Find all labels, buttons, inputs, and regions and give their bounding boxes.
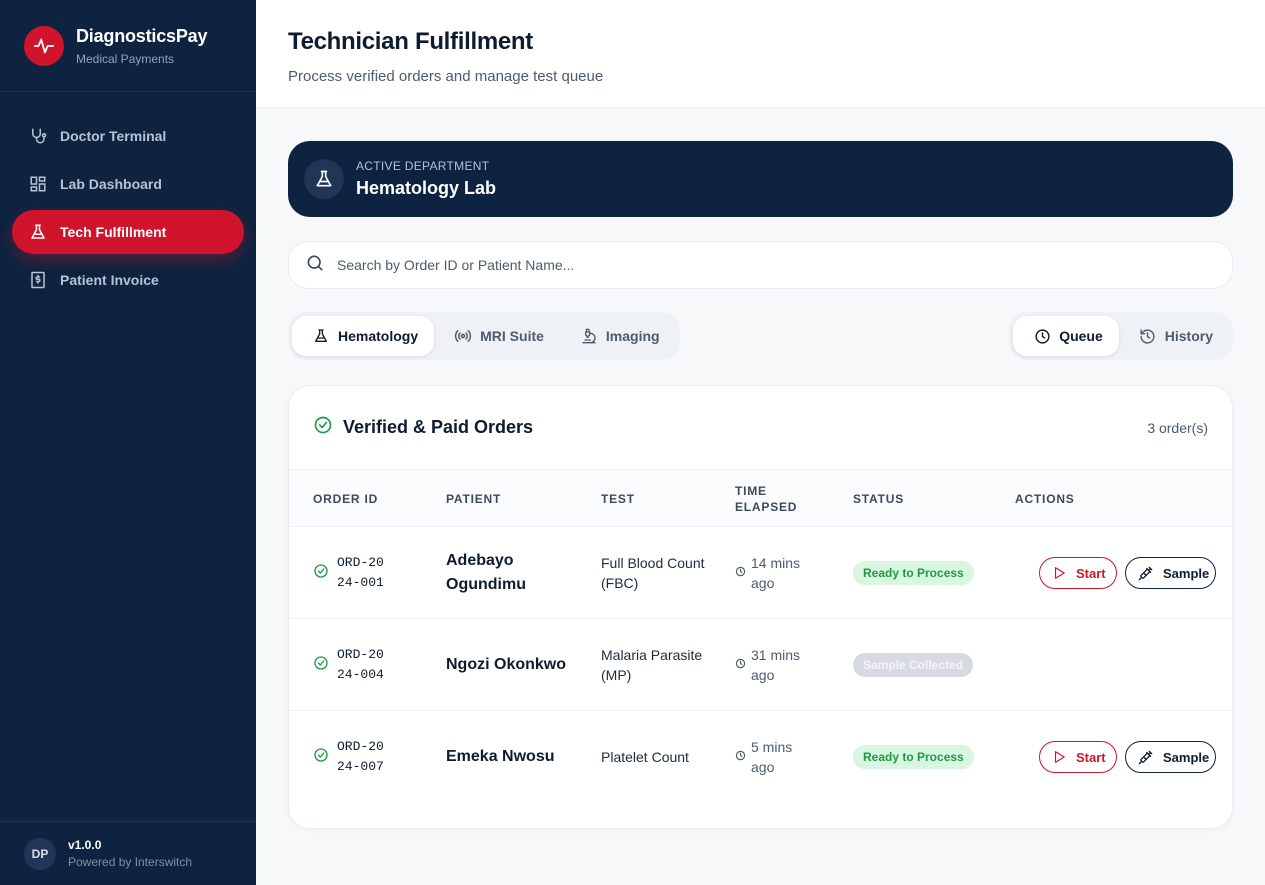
test-name: Platelet Count — [601, 749, 689, 765]
powered-by-label: Powered by Interswitch — [68, 855, 193, 869]
brand[interactable]: DiagnosticsPay Medical Payments — [0, 0, 256, 92]
tab-label: Queue — [1059, 328, 1103, 344]
patient-name: Ngozi Okonkwo — [446, 656, 566, 673]
flask-icon — [28, 222, 48, 242]
syringe-icon — [1138, 566, 1153, 580]
check-circle-icon — [313, 747, 329, 768]
tab-queue[interactable]: Queue — [1013, 316, 1119, 356]
main-content: Technician Fulfillment Process verified … — [256, 0, 1265, 885]
tab-mri-suite[interactable]: MRI Suite — [434, 316, 560, 356]
clock-icon — [735, 656, 746, 674]
order-id: ORD-2024-001 — [337, 555, 384, 590]
tab-hematology[interactable]: Hematology — [292, 316, 435, 356]
order-id: ORD-2024-004 — [337, 647, 384, 682]
tab-imaging[interactable]: Imaging — [560, 316, 676, 356]
sidebar-item-patient-invoice[interactable]: Patient Invoice — [12, 258, 244, 302]
tab-label: Hematology — [338, 328, 419, 344]
sidebar: DiagnosticsPay Medical Payments Doctor T… — [0, 0, 256, 885]
start-label: Start — [1076, 749, 1106, 765]
sample-label: Sample — [1163, 749, 1210, 765]
start-label: Start — [1076, 565, 1106, 581]
sidebar-footer: DP v1.0.0 Powered by Interswitch — [0, 821, 256, 885]
column-header-time-elapsed: TIME ELAPSED — [735, 483, 798, 514]
sample-button[interactable]: Sample — [1125, 557, 1216, 589]
search-icon — [305, 253, 325, 278]
flask-icon — [312, 327, 330, 345]
clock-icon — [1033, 327, 1051, 345]
sample-button[interactable]: Sample — [1125, 741, 1216, 773]
check-circle-icon — [313, 415, 333, 440]
time-elapsed: 14 mins ago — [751, 555, 801, 591]
sidebar-item-label: Doctor Terminal — [60, 128, 167, 144]
table-row: ORD-2024-001 Adebayo Ogundimu Full Blood… — [289, 527, 1232, 619]
brand-subtitle: Medical Payments — [76, 51, 175, 66]
department-label: ACTIVE DEPARTMENT — [356, 159, 490, 173]
order-id: ORD-2024-007 — [337, 739, 384, 774]
orders-title: Verified & Paid Orders — [343, 417, 534, 437]
department-tabs: Hematology MRI Suite Imaging — [288, 312, 680, 360]
time-elapsed: 31 mins ago — [751, 647, 801, 683]
clock-icon — [735, 564, 746, 582]
play-icon — [1054, 567, 1065, 579]
patient-name: Adebayo Ogundimu — [446, 552, 526, 593]
search-bar — [288, 241, 1233, 289]
dashboard-icon — [28, 174, 48, 194]
sidebar-item-label: Patient Invoice — [60, 272, 159, 288]
sidebar-item-tech-fulfillment[interactable]: Tech Fulfillment — [12, 210, 244, 254]
version-label: v1.0.0 — [68, 838, 102, 852]
time-elapsed: 5 mins ago — [751, 739, 793, 775]
check-circle-icon — [313, 655, 329, 676]
sidebar-nav: Doctor Terminal Lab Dashboard Tech Fulfi… — [0, 92, 256, 302]
pulse-logo-icon — [24, 25, 64, 66]
start-button[interactable]: Start — [1039, 741, 1117, 773]
radio-waves-icon — [454, 327, 472, 345]
status-badge: Sample Collected — [853, 653, 974, 677]
page-header: Technician Fulfillment Process verified … — [256, 0, 1265, 108]
search-input[interactable] — [337, 257, 1197, 273]
stethoscope-icon — [28, 126, 48, 146]
column-header-status: STATUS — [853, 491, 905, 506]
clock-icon — [735, 748, 746, 766]
page-title: Technician Fulfillment — [288, 28, 533, 55]
active-department-banner: ACTIVE DEPARTMENT Hematology Lab — [288, 141, 1233, 217]
sample-label: Sample — [1163, 565, 1210, 581]
tab-label: History — [1164, 328, 1213, 344]
test-name: Full Blood Count (FBC) — [601, 555, 705, 591]
column-header-actions: ACTIONS — [1015, 491, 1075, 506]
sidebar-item-label: Lab Dashboard — [60, 176, 162, 192]
invoice-icon — [28, 270, 48, 290]
tab-label: MRI Suite — [480, 328, 544, 344]
tab-history[interactable]: History — [1119, 316, 1229, 356]
start-button[interactable]: Start — [1039, 557, 1117, 589]
column-header-patient: PATIENT — [446, 491, 502, 506]
table-row: ORD-2024-007 Emeka Nwosu Platelet Count … — [289, 711, 1232, 803]
history-icon — [1139, 327, 1157, 345]
avatar: DP — [24, 837, 56, 870]
department-name: Hematology Lab — [356, 178, 497, 198]
status-badge: Ready to Process — [853, 745, 974, 769]
syringe-icon — [1138, 750, 1153, 764]
sidebar-item-doctor-terminal[interactable]: Doctor Terminal — [12, 114, 244, 158]
check-circle-icon — [313, 563, 329, 584]
page-subtitle: Process verified orders and manage test … — [288, 68, 604, 85]
microscope-icon — [580, 327, 598, 345]
tab-label: Imaging — [605, 328, 660, 344]
test-name: Malaria Parasite (MP) — [601, 647, 703, 683]
sidebar-item-label: Tech Fulfillment — [60, 224, 167, 240]
table-row: ORD-2024-004 Ngozi Okonkwo Malaria Paras… — [289, 619, 1232, 711]
orders-count: 3 order(s) — [1147, 419, 1208, 436]
orders-card-header: Verified & Paid Orders 3 order(s) — [289, 386, 1232, 470]
column-header-test: TEST — [601, 491, 635, 506]
flask-icon — [304, 159, 344, 199]
column-header-order-id: ORDER ID — [313, 491, 379, 506]
table-header: ORDER ID PATIENT TEST TIME ELAPSED STATU… — [289, 470, 1232, 527]
status-badge: Ready to Process — [853, 561, 974, 585]
orders-card: Verified & Paid Orders 3 order(s) ORDER … — [288, 385, 1233, 829]
sidebar-item-lab-dashboard[interactable]: Lab Dashboard — [12, 162, 244, 206]
brand-name: DiagnosticsPay — [76, 25, 208, 46]
play-icon — [1054, 751, 1065, 763]
view-tabs: Queue History — [1009, 312, 1233, 360]
patient-name: Emeka Nwosu — [446, 748, 555, 765]
